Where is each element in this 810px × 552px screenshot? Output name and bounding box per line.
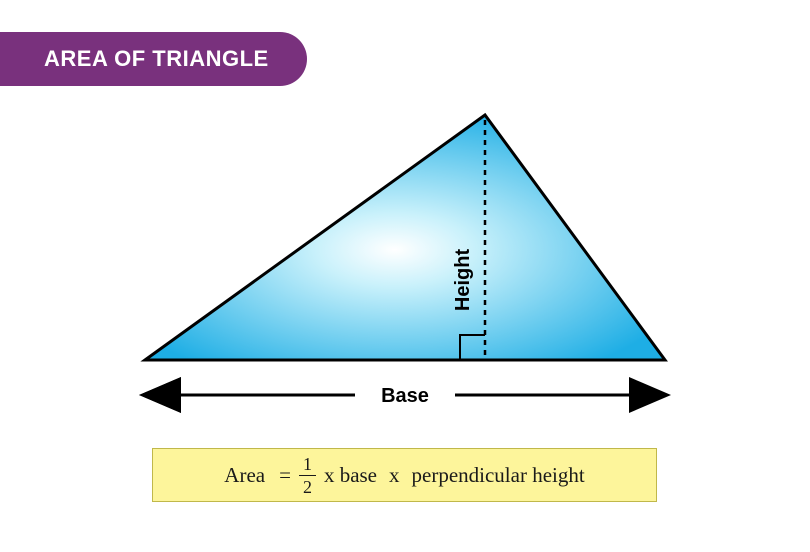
formula-fraction: 1 2 (299, 455, 316, 496)
fraction-denominator: 2 (303, 476, 312, 496)
triangle-shape (145, 115, 665, 360)
formula-times-base: x base (324, 463, 377, 488)
formula-times: x (389, 463, 400, 488)
formula-perp-height: perpendicular height (412, 463, 585, 488)
triangle-diagram: Base Height (120, 100, 690, 420)
formula-area-label: Area (224, 463, 265, 488)
title-banner: AREA OF TRIANGLE (0, 32, 307, 86)
formula-equals: = (279, 463, 291, 488)
height-label: Height (452, 249, 474, 312)
base-label: Base (381, 385, 429, 407)
formula-box: Area = 1 2 x base x perpendicular height (152, 448, 657, 502)
fraction-numerator: 1 (299, 455, 316, 476)
formula-row: Area = 1 2 x base x perpendicular height (224, 455, 584, 496)
